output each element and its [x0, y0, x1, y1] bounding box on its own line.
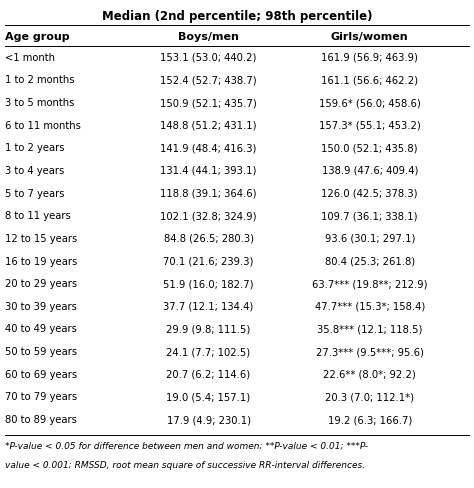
Text: Boys/men: Boys/men: [178, 32, 239, 41]
Text: 148.8 (51.2; 431.1): 148.8 (51.2; 431.1): [160, 121, 257, 131]
Text: 161.9 (56.9; 463.9): 161.9 (56.9; 463.9): [321, 53, 418, 62]
Text: 3 to 5 months: 3 to 5 months: [5, 98, 74, 108]
Text: 118.8 (39.1; 364.6): 118.8 (39.1; 364.6): [160, 188, 257, 199]
Text: 3 to 4 years: 3 to 4 years: [5, 166, 64, 176]
Text: 16 to 19 years: 16 to 19 years: [5, 257, 77, 266]
Text: 30 to 39 years: 30 to 39 years: [5, 302, 77, 312]
Text: 138.9 (47.6; 409.4): 138.9 (47.6; 409.4): [321, 166, 418, 176]
Text: 152.4 (52.7; 438.7): 152.4 (52.7; 438.7): [160, 75, 257, 85]
Text: 8 to 11 years: 8 to 11 years: [5, 211, 71, 221]
Text: 12 to 15 years: 12 to 15 years: [5, 234, 77, 244]
Text: 17.9 (4.9; 230.1): 17.9 (4.9; 230.1): [166, 415, 251, 425]
Text: 20.7 (6.2; 114.6): 20.7 (6.2; 114.6): [166, 370, 251, 380]
Text: 80.4 (25.3; 261.8): 80.4 (25.3; 261.8): [325, 257, 415, 266]
Text: 84.8 (26.5; 280.3): 84.8 (26.5; 280.3): [164, 234, 254, 244]
Text: 93.6 (30.1; 297.1): 93.6 (30.1; 297.1): [325, 234, 415, 244]
Text: 29.9 (9.8; 111.5): 29.9 (9.8; 111.5): [166, 325, 251, 334]
Text: *P-value < 0.05 for difference between men and women; **P-value < 0.01; ***P-: *P-value < 0.05 for difference between m…: [5, 442, 368, 450]
Text: 126.0 (42.5; 378.3): 126.0 (42.5; 378.3): [321, 188, 418, 199]
Text: 50 to 59 years: 50 to 59 years: [5, 347, 77, 357]
Text: 40 to 49 years: 40 to 49 years: [5, 325, 77, 334]
Text: 70 to 79 years: 70 to 79 years: [5, 392, 77, 403]
Text: value < 0.001; RMSSD, root mean square of successive RR-interval differences.: value < 0.001; RMSSD, root mean square o…: [5, 461, 365, 470]
Text: 161.1 (56.6; 462.2): 161.1 (56.6; 462.2): [321, 75, 418, 85]
Text: 47.7*** (15.3*; 158.4): 47.7*** (15.3*; 158.4): [315, 302, 425, 312]
Text: 102.1 (32.8; 324.9): 102.1 (32.8; 324.9): [160, 211, 257, 221]
Text: 1 to 2 years: 1 to 2 years: [5, 143, 64, 153]
Text: 1 to 2 months: 1 to 2 months: [5, 75, 74, 85]
Text: 153.1 (53.0; 440.2): 153.1 (53.0; 440.2): [160, 53, 257, 62]
Text: Median (2nd percentile; 98th percentile): Median (2nd percentile; 98th percentile): [102, 10, 372, 23]
Text: 20.3 (7.0; 112.1*): 20.3 (7.0; 112.1*): [325, 392, 414, 403]
Text: <1 month: <1 month: [5, 53, 55, 62]
Text: 24.1 (7.7; 102.5): 24.1 (7.7; 102.5): [166, 347, 251, 357]
Text: 6 to 11 months: 6 to 11 months: [5, 121, 81, 131]
Text: 5 to 7 years: 5 to 7 years: [5, 188, 64, 199]
Text: 141.9 (48.4; 416.3): 141.9 (48.4; 416.3): [160, 143, 257, 153]
Text: 60 to 69 years: 60 to 69 years: [5, 370, 77, 380]
Text: 150.0 (52.1; 435.8): 150.0 (52.1; 435.8): [321, 143, 418, 153]
Text: 157.3* (55.1; 453.2): 157.3* (55.1; 453.2): [319, 121, 420, 131]
Text: 131.4 (44.1; 393.1): 131.4 (44.1; 393.1): [160, 166, 257, 176]
Text: 19.2 (6.3; 166.7): 19.2 (6.3; 166.7): [328, 415, 412, 425]
Text: Girls/women: Girls/women: [331, 32, 409, 41]
Text: 20 to 29 years: 20 to 29 years: [5, 279, 77, 289]
Text: 51.9 (16.0; 182.7): 51.9 (16.0; 182.7): [164, 279, 254, 289]
Text: 35.8*** (12.1; 118.5): 35.8*** (12.1; 118.5): [317, 325, 422, 334]
Text: 19.0 (5.4; 157.1): 19.0 (5.4; 157.1): [166, 392, 251, 403]
Text: 63.7*** (19.8**; 212.9): 63.7*** (19.8**; 212.9): [312, 279, 428, 289]
Text: 159.6* (56.0; 458.6): 159.6* (56.0; 458.6): [319, 98, 420, 108]
Text: 109.7 (36.1; 338.1): 109.7 (36.1; 338.1): [321, 211, 418, 221]
Text: 37.7 (12.1; 134.4): 37.7 (12.1; 134.4): [164, 302, 254, 312]
Text: 27.3*** (9.5***; 95.6): 27.3*** (9.5***; 95.6): [316, 347, 424, 357]
Text: 150.9 (52.1; 435.7): 150.9 (52.1; 435.7): [160, 98, 257, 108]
Text: 80 to 89 years: 80 to 89 years: [5, 415, 77, 425]
Text: 70.1 (21.6; 239.3): 70.1 (21.6; 239.3): [164, 257, 254, 266]
Text: 22.6** (8.0*; 92.2): 22.6** (8.0*; 92.2): [323, 370, 416, 380]
Text: Age group: Age group: [5, 32, 69, 41]
